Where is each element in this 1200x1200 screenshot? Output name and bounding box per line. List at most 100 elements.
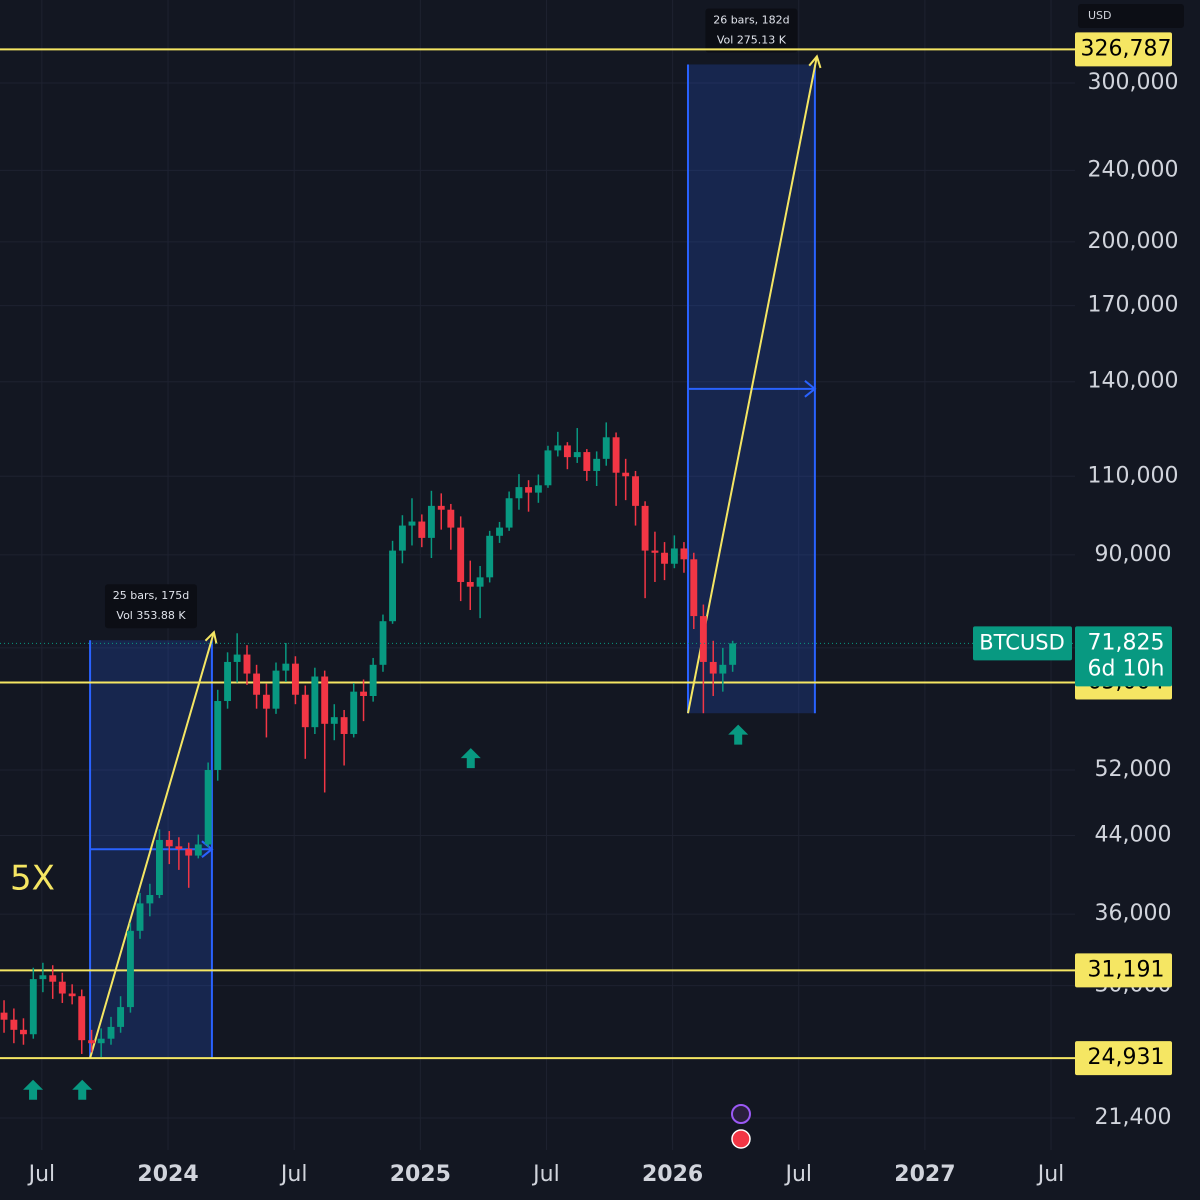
signal-arrow [460, 748, 481, 769]
symbol-tag [973, 626, 1072, 661]
y-tick-label: 36,000 [1095, 901, 1172, 926]
candle-body [350, 691, 358, 734]
candle-body [729, 643, 737, 665]
candle-body [301, 694, 309, 728]
grid [0, 0, 1075, 1150]
event-icon[interactable] [731, 1129, 751, 1149]
candle-body [78, 996, 86, 1041]
candle-body [282, 663, 290, 671]
candle-body [563, 445, 571, 458]
candle-body [437, 505, 445, 510]
countdown: 6d 10h [1088, 656, 1165, 681]
level-tag [1075, 1041, 1172, 1076]
candle-body [632, 476, 639, 506]
measure-label-box [104, 584, 197, 629]
candle-body [29, 979, 37, 1035]
y-tick-label: 300,000 [1088, 70, 1179, 95]
x-tick-label: Jul [783, 1162, 812, 1187]
x-tick-label: Jul [1036, 1162, 1065, 1187]
candle-body [175, 846, 183, 850]
plot: 25 bars, 175d Vol 353.88 K 26 bars, 182d Vo… [0, 8, 1075, 1100]
candle-body [525, 487, 532, 493]
event-icons [731, 1104, 751, 1149]
candle-body [311, 676, 319, 728]
arrow-head [808, 54, 822, 69]
candle-body [330, 717, 338, 724]
candle-body [427, 505, 435, 538]
candle-body [88, 1040, 96, 1044]
candle-body [58, 981, 66, 994]
candle-body [602, 437, 610, 459]
level-tag [1075, 32, 1172, 67]
candle-body [156, 839, 163, 896]
candle-body [39, 975, 47, 980]
x-tick-label: 2026 [642, 1162, 703, 1187]
candle-body [418, 521, 426, 538]
candle-body [369, 664, 377, 696]
measure-volume: Vol 353.88 K [116, 609, 186, 622]
candle-body [107, 1026, 115, 1039]
candle-body [321, 676, 329, 724]
y-tick-label: 52,000 [1095, 757, 1172, 782]
measure-bars: 26 bars, 182d [713, 13, 789, 26]
currency-box[interactable] [1078, 4, 1184, 28]
candle-body [97, 1038, 105, 1044]
x-tick-label: 2024 [137, 1162, 198, 1187]
level-label: 31,191 [1088, 957, 1165, 982]
y-tick-label: 140,000 [1088, 369, 1179, 394]
arrow-head [804, 380, 817, 398]
candle-body [544, 450, 552, 486]
candle-body [291, 663, 299, 695]
candle-body [534, 485, 542, 493]
candle-body [379, 621, 387, 665]
candle-body [486, 535, 494, 578]
candle-body [680, 548, 688, 560]
signal-arrow [72, 1079, 93, 1100]
measure-volume: Vol 275.13 K [717, 33, 787, 46]
annotation: 5X [10, 859, 55, 899]
symbol-label: BTCUSD [979, 630, 1065, 654]
candle-body [185, 849, 193, 856]
candle-body [573, 452, 581, 458]
candle-body [165, 839, 173, 847]
candle-body [709, 661, 717, 674]
candle-body [389, 550, 397, 622]
candle-body [408, 521, 416, 526]
candle-body [146, 895, 154, 904]
candle-body [214, 701, 222, 770]
candle-body [670, 548, 678, 564]
x-tick-label: Jul [531, 1162, 560, 1187]
candle-body [272, 670, 280, 709]
candle-body [622, 472, 630, 477]
measure-bars: 25 bars, 175d [113, 589, 189, 602]
candle-body [661, 552, 668, 564]
measure-label-box [705, 8, 798, 53]
signal-arrow [23, 1079, 44, 1100]
candle-body [233, 654, 241, 662]
candle-body [204, 769, 212, 845]
candle-body [262, 694, 270, 709]
candle-body [476, 577, 484, 587]
x-tick-label: 2027 [894, 1162, 955, 1187]
candle-body [447, 509, 455, 528]
candle-body [194, 844, 202, 856]
event-icon[interactable] [731, 1104, 751, 1124]
candle-body [253, 673, 261, 695]
y-tick-label: 90,000 [1095, 542, 1172, 567]
candle-body [136, 903, 144, 931]
candle-body [340, 717, 348, 734]
candle-body [719, 664, 727, 674]
y-tick-label: 21,400 [1095, 1105, 1172, 1130]
candle-body [496, 527, 503, 536]
y-tick-label: 44,000 [1095, 822, 1172, 847]
candle-body [49, 975, 57, 982]
candle-body [699, 616, 707, 662]
candle-body [10, 1019, 18, 1030]
price-axis: USD Jul 2024 Jul 2025 Jul 2026 Jul 2027 Jul 300,0… [27, 4, 1184, 1187]
candle-body [398, 525, 406, 551]
x-tick-label: 2025 [390, 1162, 451, 1187]
candle-body [515, 487, 523, 499]
candle-body [68, 993, 76, 997]
